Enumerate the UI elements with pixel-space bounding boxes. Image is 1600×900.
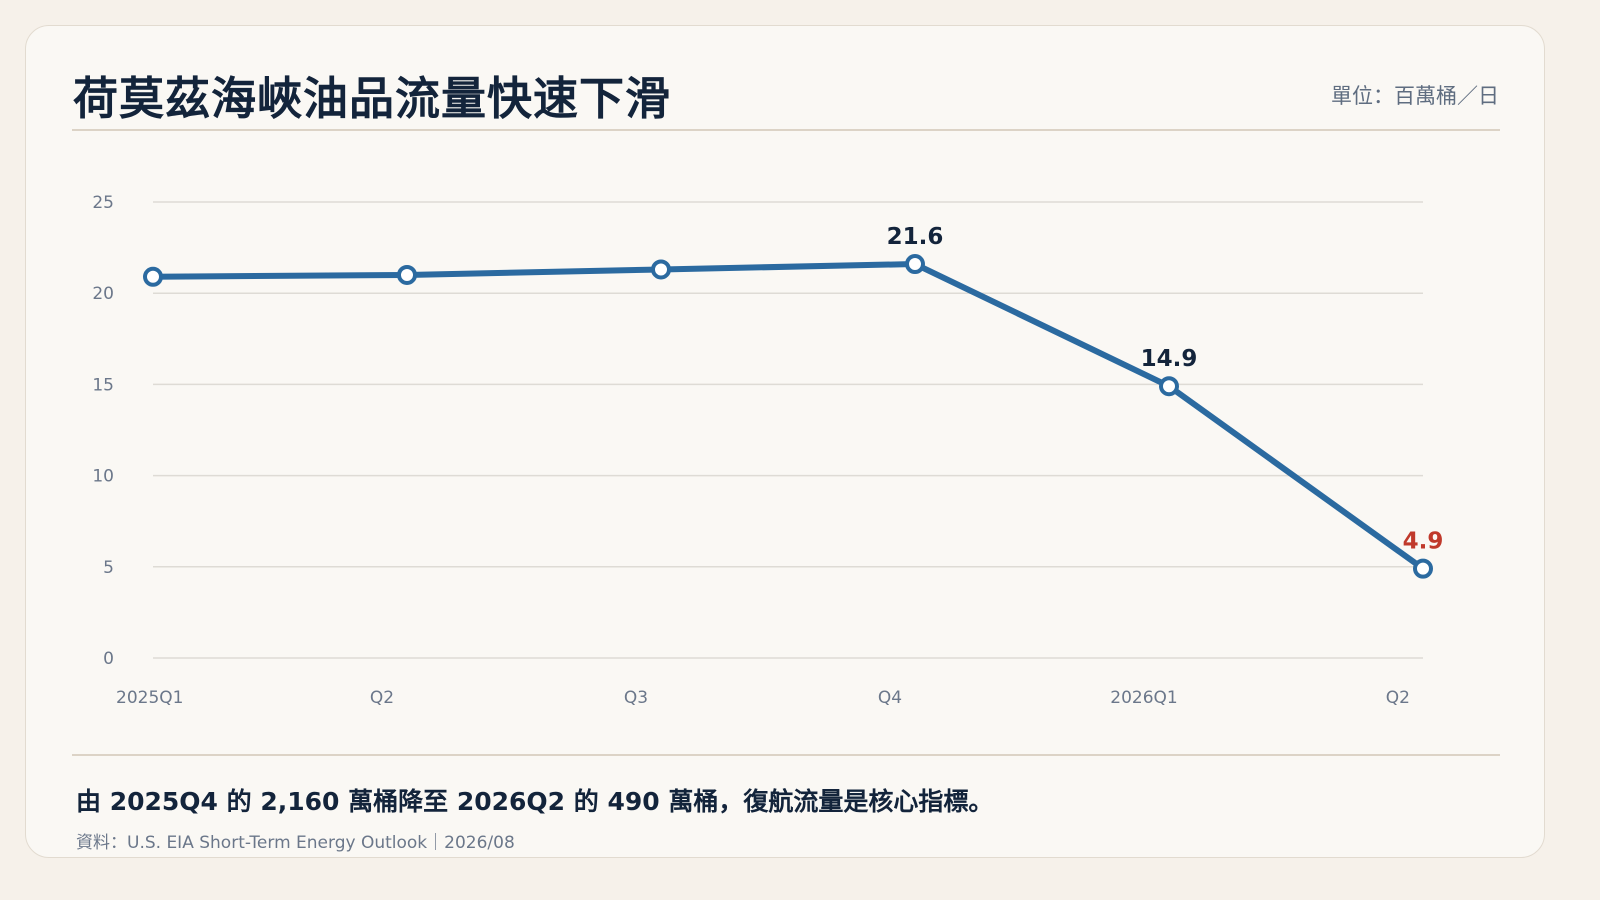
y-tick-label: 0 bbox=[103, 649, 114, 669]
data-label: 14.9 bbox=[1141, 346, 1198, 372]
data-point bbox=[397, 264, 417, 285]
unit-label: 單位：百萬桶／日 bbox=[1331, 84, 1499, 108]
y-tick-label: 25 bbox=[92, 193, 114, 213]
y-tick-label: 5 bbox=[103, 558, 114, 578]
title-divider bbox=[72, 129, 1500, 131]
chart-title: 荷莫茲海峽油品流量快速下滑 bbox=[73, 72, 672, 125]
source-note: 資料：U.S. EIA Short-Term Energy Outlook｜20… bbox=[76, 833, 515, 853]
y-tick-label: 20 bbox=[92, 284, 114, 304]
data-point bbox=[1413, 558, 1433, 579]
series-line bbox=[150, 261, 1426, 572]
data-label: 21.6 bbox=[887, 224, 944, 250]
y-tick-label: 10 bbox=[92, 467, 114, 487]
data-point bbox=[651, 259, 671, 280]
summary-note: 由 2025Q4 的 2,160 萬桶降至 2026Q2 的 490 萬桶，復航… bbox=[76, 787, 994, 816]
x-tick-label: Q2 bbox=[370, 688, 394, 708]
data-point bbox=[143, 266, 163, 287]
line-chart: 0 5 10 15 20 25 2025Q1 Q2 Q3 Q4 2026Q1 Q2 21.6 14.9 4.… bbox=[92, 193, 1444, 708]
footer-divider bbox=[72, 754, 1500, 756]
chart-card: 荷莫茲海峽油品流量快速下滑 單位：百萬桶／日 0 5 10 15 20 25 2025Q1 Q… bbox=[25, 25, 1545, 858]
x-tick-label: 2026Q1 bbox=[1110, 688, 1177, 708]
x-tick-label: Q4 bbox=[878, 688, 902, 708]
x-tick-label: Q2 bbox=[1386, 688, 1410, 708]
data-point bbox=[1159, 376, 1179, 397]
data-point bbox=[905, 254, 925, 275]
data-label: 4.9 bbox=[1403, 529, 1444, 555]
x-tick-label: 2025Q1 bbox=[116, 688, 183, 708]
y-tick-label: 15 bbox=[92, 375, 114, 395]
x-tick-label: Q3 bbox=[624, 688, 648, 708]
